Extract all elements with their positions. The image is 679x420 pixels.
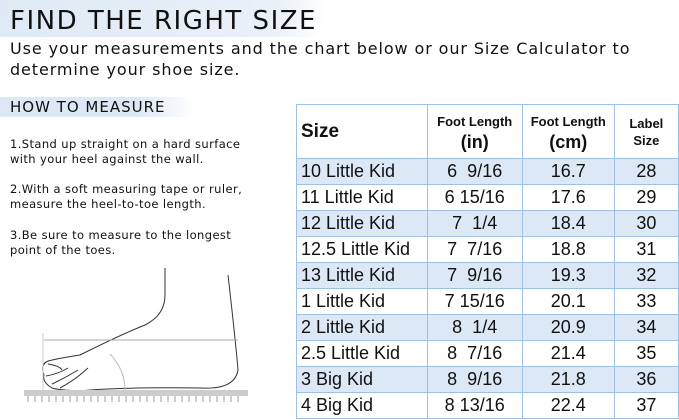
cell-foot-length-in: 6 9/16 — [426, 158, 523, 185]
cell-label-size: 37 — [613, 392, 679, 419]
step-line: 3.Be sure to measure to the longest — [10, 228, 232, 242]
header-text: Foot Length — [530, 113, 606, 129]
cell-foot-length-cm: 19.3 — [521, 262, 615, 289]
step-line: measure the heel-to-toe length. — [10, 197, 207, 211]
cell-label-size: 34 — [613, 314, 679, 341]
step-line: point of the toes. — [10, 243, 116, 257]
header-foot-length-cm: Foot Length (cm) — [521, 104, 615, 159]
cell-label-size: 36 — [613, 366, 679, 393]
table-row: 2.5 Little Kid 8 7/16 21.4 35 — [296, 340, 679, 367]
cell-foot-length-cm: 22.4 — [521, 392, 615, 419]
header-text: Size — [633, 132, 660, 148]
step-line: with your heel against the wall. — [10, 152, 204, 166]
header-label-size: Label Size — [613, 104, 679, 159]
section-banner — [0, 97, 195, 117]
size-chart-table: Size Foot Length (in) Foot Length (cm) Lab… — [296, 104, 679, 419]
cell-foot-length-in: 8 1/4 — [426, 314, 523, 341]
section-title: HOW TO MEASURE — [10, 98, 166, 116]
header-size: Size — [296, 104, 428, 159]
header-text: Label — [629, 115, 664, 131]
cell-foot-length-cm: 20.9 — [521, 314, 615, 341]
subtitle: Use your measurements and the chart belo… — [10, 38, 630, 80]
title-banner — [0, 0, 340, 37]
cell-size: 11 Little Kid — [296, 184, 428, 211]
subtitle-line: Use your measurements and the chart belo… — [10, 39, 631, 58]
cell-foot-length-in: 8 7/16 — [426, 340, 523, 367]
cell-label-size: 35 — [613, 340, 679, 367]
table-row: 1 Little Kid 7 15/16 20.1 33 — [296, 288, 679, 315]
cell-label-size: 30 — [613, 210, 679, 237]
cell-size: 10 Little Kid — [296, 158, 428, 185]
cell-size: 1 Little Kid — [296, 288, 428, 315]
table-header-row: Size Foot Length (in) Foot Length (cm) Lab… — [296, 104, 679, 159]
header-text: Foot Length — [437, 113, 513, 129]
cell-foot-length-cm: 18.4 — [521, 210, 615, 237]
cell-foot-length-in: 7 1/4 — [426, 210, 523, 237]
header-unit: (cm) — [549, 131, 588, 152]
table-row: 11 Little Kid 6 15/16 17.6 29 — [296, 184, 679, 211]
cell-size: 12.5 Little Kid — [296, 236, 428, 263]
cell-label-size: 31 — [613, 236, 679, 263]
page-title: FIND THE RIGHT SIZE — [10, 6, 317, 36]
step-1: 1.Stand up straight on a hard surface wit… — [10, 137, 240, 167]
cell-size: 13 Little Kid — [296, 262, 428, 289]
cell-foot-length-in: 7 9/16 — [426, 262, 523, 289]
cell-label-size: 29 — [613, 184, 679, 211]
subtitle-line: determine your shoe size. — [10, 60, 241, 79]
table-row: 13 Little Kid 7 9/16 19.3 32 — [296, 262, 679, 289]
cell-size: 12 Little Kid — [296, 210, 428, 237]
cell-foot-length-in: 8 13/16 — [426, 392, 523, 419]
cell-foot-length-cm: 20.1 — [521, 288, 615, 315]
cell-label-size: 28 — [613, 158, 679, 185]
cell-size: 4 Big Kid — [296, 392, 428, 419]
cell-label-size: 33 — [613, 288, 679, 315]
cell-foot-length-in: 7 7/16 — [426, 236, 523, 263]
table-row: 12 Little Kid 7 1/4 18.4 30 — [296, 210, 679, 237]
header-unit: (in) — [460, 131, 489, 152]
cell-size: 2 Little Kid — [296, 314, 428, 341]
step-line: 1.Stand up straight on a hard surface — [10, 137, 241, 151]
cell-foot-length-cm: 21.8 — [521, 366, 615, 393]
foot-measure-illustration — [24, 268, 248, 402]
cell-foot-length-cm: 17.6 — [521, 184, 615, 211]
table-row: 10 Little Kid 6 9/16 16.7 28 — [296, 158, 679, 185]
cell-foot-length-cm: 16.7 — [521, 158, 615, 185]
header-foot-length-in: Foot Length (in) — [426, 104, 523, 159]
cell-foot-length-in: 7 15/16 — [426, 288, 523, 315]
cell-foot-length-in: 8 9/16 — [426, 366, 523, 393]
cell-foot-length-in: 6 15/16 — [426, 184, 523, 211]
cell-size: 2.5 Little Kid — [296, 340, 428, 367]
step-3: 3.Be sure to measure to the longest point… — [10, 228, 231, 258]
cell-size: 3 Big Kid — [296, 366, 428, 393]
cell-foot-length-cm: 18.8 — [521, 236, 615, 263]
table-row: 2 Little Kid 8 1/4 20.9 34 — [296, 314, 679, 341]
table-row: 4 Big Kid 8 13/16 22.4 37 — [296, 392, 679, 419]
cell-foot-length-cm: 21.4 — [521, 340, 615, 367]
cell-label-size: 32 — [613, 262, 679, 289]
table-row: 3 Big Kid 8 9/16 21.8 36 — [296, 366, 679, 393]
step-2: 2.With a soft measuring tape or ruler, me… — [10, 182, 242, 212]
step-line: 2.With a soft measuring tape or ruler, — [10, 182, 243, 196]
table-row: 12.5 Little Kid 7 7/16 18.8 31 — [296, 236, 679, 263]
